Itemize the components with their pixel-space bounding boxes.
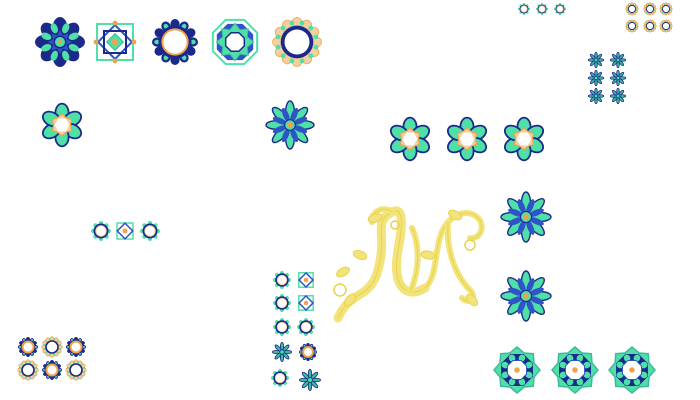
ornament-star-cluster: [610, 88, 626, 104]
vine-leaf: [352, 249, 368, 261]
ornament-star-cluster: [588, 88, 604, 104]
ornament-star-cluster: [588, 70, 604, 86]
ornament-column: [273, 294, 291, 312]
ornament-grid: [18, 337, 38, 357]
ornament-navy-star-rosette: [36, 18, 85, 67]
ornament-small-ring: [140, 221, 160, 241]
ornament-hex-flower: [502, 118, 546, 161]
ornament-column: [299, 369, 320, 390]
ornament-octagon-star: [213, 20, 257, 64]
ornament-column: [271, 369, 289, 387]
ornament-small-knot: [117, 223, 133, 239]
ornament-star-cluster: [588, 52, 604, 68]
ornament-column: [299, 343, 317, 361]
ornament-grid: [42, 360, 62, 380]
ornament-thumb-grid: [660, 3, 672, 15]
vine-leaf: [464, 292, 480, 308]
vine-curl: [334, 284, 346, 296]
ornament-hex-flower: [40, 104, 84, 147]
ornament-column: [272, 342, 291, 361]
ornament-teal-octagon: [609, 347, 655, 393]
ornament-column: [273, 271, 291, 289]
ornament-hex-flower: [388, 118, 432, 161]
ornament-thumb-grid: [644, 20, 656, 32]
ornament-star-flower: [266, 101, 314, 149]
ornament-grid: [66, 360, 86, 380]
ornament-column: [273, 318, 291, 336]
ornament-square-knot: [94, 21, 137, 64]
vine-leaf: [420, 250, 435, 260]
ornament-ring-cluster: [536, 3, 548, 15]
ornament-peach-ring: [273, 18, 322, 67]
ornament-thumb-grid: [644, 3, 656, 15]
vine-leaf: [335, 265, 351, 279]
ornament-grid: [42, 337, 62, 357]
ornament-thumb-grid: [626, 20, 638, 32]
ornament-teal-octagon: [552, 347, 598, 393]
ornament-thumb-grid: [626, 3, 638, 15]
ornament-small-ring: [91, 221, 111, 241]
ornament-star-cluster: [610, 52, 626, 68]
yellow-vine-ornament: [334, 208, 482, 318]
ornament-hex-flower: [445, 118, 489, 161]
ornament-column: [297, 318, 315, 336]
ornament-grid: [66, 337, 86, 357]
ornament-star-flower: [501, 271, 551, 321]
vine-stem: [425, 213, 482, 288]
ornament-navy-ring: [152, 19, 198, 65]
ornament-ring-cluster: [518, 3, 530, 15]
ornament-star-flower: [501, 192, 551, 242]
ornament-teal-octagon: [494, 347, 540, 393]
vine-curl: [465, 240, 475, 250]
ornament-grid: [18, 360, 38, 380]
ornament-column: [299, 273, 313, 287]
ornament-ring-cluster: [554, 3, 566, 15]
ornament-thumb-grid: [660, 20, 672, 32]
ornament-column: [299, 296, 313, 310]
ornament-star-cluster: [610, 70, 626, 86]
